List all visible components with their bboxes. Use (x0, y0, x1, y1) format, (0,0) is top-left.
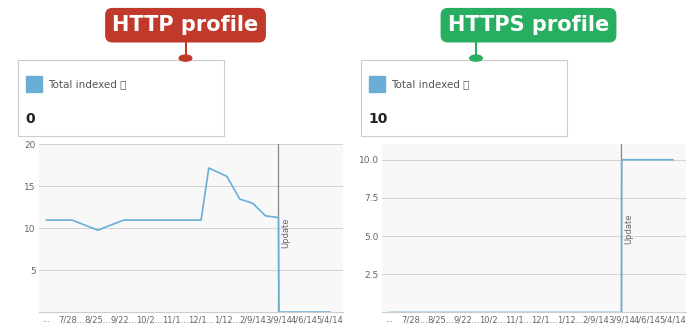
Text: Total indexed ⓘ: Total indexed ⓘ (48, 79, 127, 89)
Bar (26, 76, 42, 92)
Text: Update: Update (624, 213, 633, 244)
Text: 10: 10 (369, 113, 388, 126)
Text: HTTP profile: HTTP profile (113, 15, 258, 35)
Text: HTTPS profile: HTTPS profile (448, 15, 609, 35)
Text: Total indexed ⓘ: Total indexed ⓘ (391, 79, 470, 89)
Text: 0: 0 (26, 113, 36, 126)
Bar (369, 76, 385, 92)
Text: Update: Update (281, 217, 290, 248)
